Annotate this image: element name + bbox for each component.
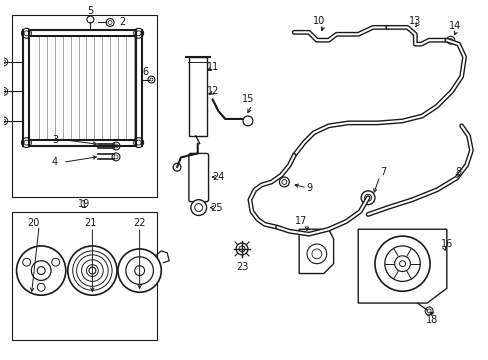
Circle shape [426, 309, 430, 313]
Circle shape [311, 249, 321, 259]
Bar [12, 15, 157, 197]
Text: 5: 5 [87, 6, 93, 15]
Circle shape [21, 138, 31, 148]
Circle shape [394, 256, 409, 271]
Circle shape [446, 36, 454, 44]
Circle shape [2, 60, 6, 64]
Polygon shape [299, 229, 333, 274]
Circle shape [150, 78, 153, 81]
Circle shape [364, 194, 371, 201]
Circle shape [52, 258, 60, 266]
Circle shape [133, 28, 143, 38]
Text: 21: 21 [84, 218, 97, 228]
Circle shape [114, 155, 118, 159]
Circle shape [173, 163, 181, 171]
Circle shape [2, 89, 6, 93]
Circle shape [68, 246, 117, 295]
Text: 1: 1 [81, 199, 87, 210]
Circle shape [37, 267, 45, 275]
Text: 16: 16 [440, 239, 452, 249]
Circle shape [89, 267, 96, 274]
Circle shape [2, 119, 6, 123]
Text: 17: 17 [294, 216, 306, 226]
Text: 18: 18 [425, 315, 437, 325]
Text: 2: 2 [119, 18, 125, 27]
Circle shape [148, 76, 155, 83]
Text: 23: 23 [235, 262, 248, 272]
Circle shape [87, 16, 94, 23]
Bar [12, 212, 157, 339]
Text: 7: 7 [379, 167, 385, 177]
Text: 9: 9 [305, 183, 311, 193]
Circle shape [118, 249, 161, 292]
Text: 4: 4 [52, 157, 58, 167]
Circle shape [424, 307, 432, 315]
Circle shape [136, 31, 141, 36]
Circle shape [384, 246, 419, 282]
Circle shape [133, 138, 143, 148]
Text: 14: 14 [447, 21, 460, 31]
Text: 20: 20 [27, 218, 40, 228]
Circle shape [0, 87, 8, 95]
Circle shape [112, 142, 120, 150]
Text: 3: 3 [52, 135, 58, 145]
Circle shape [448, 38, 452, 42]
Circle shape [24, 31, 29, 36]
Circle shape [0, 58, 8, 66]
Text: 25: 25 [210, 203, 222, 212]
Text: 22: 22 [133, 218, 145, 228]
Circle shape [190, 200, 206, 215]
Text: 13: 13 [408, 15, 421, 26]
Circle shape [108, 21, 112, 24]
Circle shape [31, 261, 51, 280]
Circle shape [37, 283, 45, 291]
Circle shape [194, 204, 202, 212]
Circle shape [24, 140, 29, 145]
Text: 8: 8 [455, 167, 461, 177]
Circle shape [136, 140, 141, 145]
FancyBboxPatch shape [188, 153, 208, 202]
Circle shape [21, 28, 31, 38]
Circle shape [282, 180, 286, 184]
Circle shape [17, 246, 66, 295]
Circle shape [306, 244, 326, 264]
Circle shape [279, 177, 289, 187]
Circle shape [125, 257, 153, 284]
Text: 24: 24 [212, 172, 224, 182]
Circle shape [239, 246, 244, 252]
Circle shape [114, 144, 118, 148]
Text: 6: 6 [142, 67, 148, 77]
Circle shape [112, 153, 120, 161]
Circle shape [374, 236, 429, 291]
Text: 11: 11 [207, 62, 219, 72]
Circle shape [243, 116, 252, 126]
Text: 19: 19 [78, 199, 90, 209]
Circle shape [0, 117, 8, 125]
Text: 15: 15 [241, 94, 254, 104]
Circle shape [399, 261, 405, 267]
Text: 10: 10 [312, 15, 325, 26]
Circle shape [361, 191, 374, 204]
Polygon shape [358, 229, 446, 303]
Text: 12: 12 [207, 86, 219, 96]
Circle shape [236, 243, 247, 255]
Bar [188, 57, 206, 136]
Circle shape [106, 18, 114, 26]
Circle shape [135, 266, 144, 275]
Circle shape [23, 258, 31, 266]
